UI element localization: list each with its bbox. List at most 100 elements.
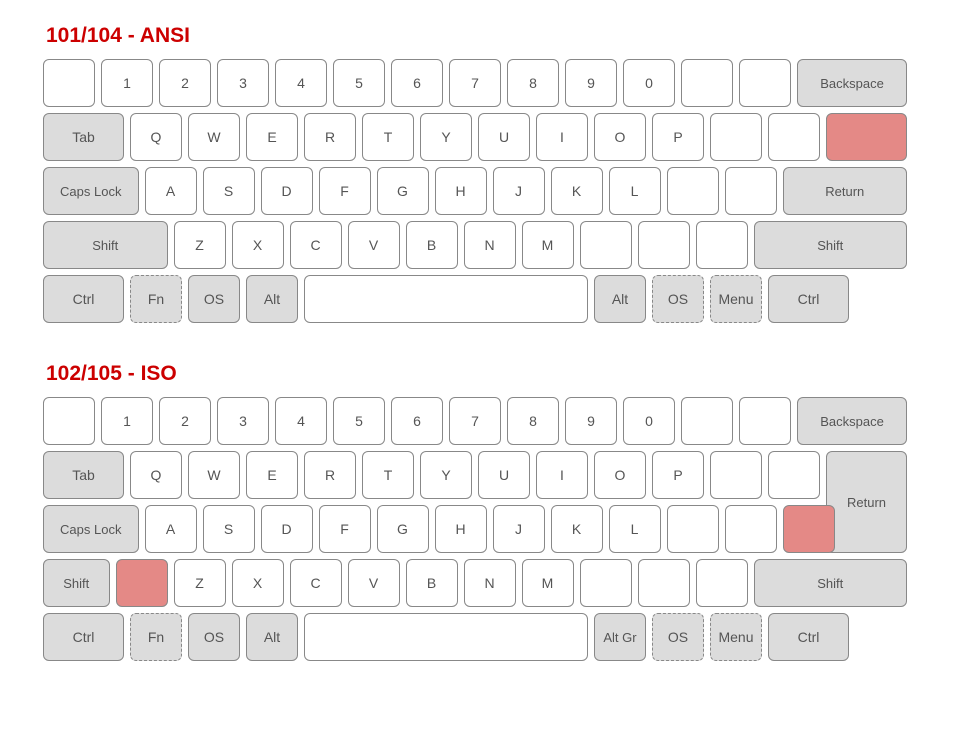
key-tab[interactable]: Tab [43,451,124,499]
key-w[interactable]: W [188,451,240,499]
key-u[interactable]: U [478,113,530,161]
key-blank[interactable] [710,451,762,499]
key-0[interactable]: 0 [623,397,675,445]
key-shift[interactable]: Shift [754,221,908,269]
key-caps-lock[interactable]: Caps Lock [43,505,139,553]
key-shift[interactable]: Shift [43,559,110,607]
key-e[interactable]: E [246,113,298,161]
key-caps-lock[interactable]: Caps Lock [43,167,139,215]
key-blank[interactable] [667,167,719,215]
key-blank[interactable] [739,59,791,107]
key-c[interactable]: C [290,559,342,607]
key-tab[interactable]: Tab [43,113,124,161]
key-b[interactable]: B [406,221,458,269]
key-fn[interactable]: Fn [130,613,182,661]
key-blank[interactable] [725,505,777,553]
key-t[interactable]: T [362,451,414,499]
key-blank[interactable] [783,505,835,553]
key-i[interactable]: I [536,113,588,161]
key-blank[interactable] [681,59,733,107]
key-menu[interactable]: Menu [710,275,762,323]
key-6[interactable]: 6 [391,59,443,107]
key-m[interactable]: M [522,221,574,269]
key-blank[interactable] [725,167,777,215]
key-h[interactable]: H [435,167,487,215]
key-shift[interactable]: Shift [43,221,168,269]
key-blank[interactable] [768,451,820,499]
key-r[interactable]: R [304,113,356,161]
key-e[interactable]: E [246,451,298,499]
key-q[interactable]: Q [130,451,182,499]
key-7[interactable]: 7 [449,59,501,107]
key-blank[interactable] [580,221,632,269]
key-blank[interactable] [580,559,632,607]
key-3[interactable]: 3 [217,397,269,445]
key-alt[interactable]: Alt [594,275,646,323]
key-os[interactable]: OS [188,613,240,661]
key-a[interactable]: A [145,167,197,215]
key-blank[interactable] [739,397,791,445]
key-4[interactable]: 4 [275,59,327,107]
key-fn[interactable]: Fn [130,275,182,323]
key-w[interactable]: W [188,113,240,161]
key-os[interactable]: OS [652,275,704,323]
key-2[interactable]: 2 [159,59,211,107]
key-f[interactable]: F [319,505,371,553]
key-blank[interactable] [768,113,820,161]
key-3[interactable]: 3 [217,59,269,107]
key-z[interactable]: Z [174,559,226,607]
key-x[interactable]: X [232,221,284,269]
key-n[interactable]: N [464,559,516,607]
key-d[interactable]: D [261,505,313,553]
key-o[interactable]: O [594,113,646,161]
key-blank[interactable] [696,221,748,269]
key-blank[interactable] [116,559,168,607]
key-os[interactable]: OS [188,275,240,323]
key-u[interactable]: U [478,451,530,499]
key-r[interactable]: R [304,451,356,499]
key-s[interactable]: S [203,505,255,553]
key-i[interactable]: I [536,451,588,499]
key-ctrl[interactable]: Ctrl [43,275,124,323]
key-5[interactable]: 5 [333,59,385,107]
key-k[interactable]: K [551,167,603,215]
key-blank[interactable] [638,559,690,607]
key-shift[interactable]: Shift [754,559,908,607]
key-j[interactable]: J [493,505,545,553]
key-8[interactable]: 8 [507,397,559,445]
key-1[interactable]: 1 [101,397,153,445]
key-0[interactable]: 0 [623,59,675,107]
key-n[interactable]: N [464,221,516,269]
key-blank[interactable] [304,275,588,323]
key-x[interactable]: X [232,559,284,607]
key-blank[interactable] [696,559,748,607]
key-alt-gr[interactable]: Alt Gr [594,613,646,661]
key-blank[interactable] [826,113,907,161]
key-alt[interactable]: Alt [246,613,298,661]
key-g[interactable]: G [377,505,429,553]
key-y[interactable]: Y [420,113,472,161]
key-l[interactable]: L [609,505,661,553]
key-y[interactable]: Y [420,451,472,499]
key-d[interactable]: D [261,167,313,215]
key-v[interactable]: V [348,559,400,607]
key-b[interactable]: B [406,559,458,607]
key-q[interactable]: Q [130,113,182,161]
key-o[interactable]: O [594,451,646,499]
key-a[interactable]: A [145,505,197,553]
key-return[interactable]: Return [783,167,908,215]
key-os[interactable]: OS [652,613,704,661]
key-2[interactable]: 2 [159,397,211,445]
key-5[interactable]: 5 [333,397,385,445]
key-return[interactable]: Return [826,451,907,553]
key-1[interactable]: 1 [101,59,153,107]
key-m[interactable]: M [522,559,574,607]
key-backspace[interactable]: Backspace [797,59,907,107]
key-l[interactable]: L [609,167,661,215]
key-blank[interactable] [638,221,690,269]
key-9[interactable]: 9 [565,397,617,445]
key-p[interactable]: P [652,451,704,499]
key-4[interactable]: 4 [275,397,327,445]
key-menu[interactable]: Menu [710,613,762,661]
key-7[interactable]: 7 [449,397,501,445]
